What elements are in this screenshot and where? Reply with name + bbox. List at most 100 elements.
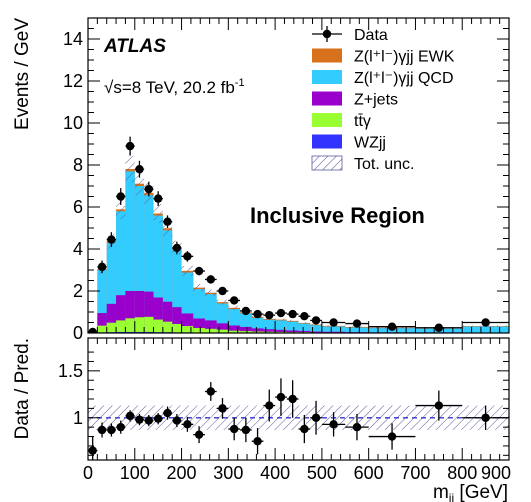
legend-swatch-3 [312,113,342,127]
data-point-7 [153,194,163,203]
bar-z-l-l-jj-qcd-22 [321,326,346,333]
legend-label-3: tt̄γ [354,113,371,130]
legend-entry-3: tt̄γ [312,113,371,130]
legend-swatch-4 [312,134,342,149]
bar-tt--11 [193,327,205,333]
bar-tt--1 [97,325,107,333]
bar-z-l-l-jj-qcd-19 [286,321,299,333]
ratio-point-4 [125,411,135,421]
bar-tt--17 [263,331,276,333]
main-ytick-label-0: 0 [73,323,83,343]
bar-z-jets-12 [204,320,217,333]
data-point-14 [229,296,239,305]
bar-z-jets-22 [321,331,346,333]
x-tick-label-0: 0 [83,463,93,483]
uncertainty-band-14 [228,305,241,310]
main-panel: 0 2 4 6 8 10 12 14 Events / GeV ATLAS √s=8 TeV,… [12,17,510,343]
bar-tt--2 [106,322,117,333]
legend-data-marker [322,29,332,39]
data-point-21 [311,316,321,325]
ratio-point-26 [481,413,490,422]
region-label: Inclusive Region [250,203,425,228]
ratio-point-6 [144,416,154,425]
uncertainty-band-12 [204,289,217,296]
x-tick-label-3: 300 [213,463,243,483]
bar-z-jets-9 [172,307,182,333]
ratio-point-8 [163,408,172,418]
data-point-23 [352,319,362,328]
bar-z-l-l-jj-qcd-15 [240,313,252,333]
uncertainty-band-5 [134,171,145,196]
bar-z-l-l-jj-qcd-16 [251,317,264,333]
bar-z-jets-14 [228,325,241,333]
data-point-12 [206,275,215,284]
bar-tt--15 [240,331,252,333]
ratio-point-16 [253,437,262,446]
ratio-point-17 [265,401,274,410]
bar-z-jets-17 [263,329,276,333]
bar-z-l-l-jj-qcd-18 [275,320,287,333]
x-tick-label-9: 900 [481,463,511,483]
legend-label-uncertainty: Tot. unc. [354,156,414,173]
uncertainty-band-18 [275,318,287,321]
bar-z-jets-5 [134,291,145,333]
data-point-26 [481,318,490,327]
bar-tt--4 [125,318,135,333]
bar-tt--3 [116,320,126,333]
bar-z-jets-3 [116,295,126,333]
main-ytick-label-3: 6 [73,197,83,217]
bar-tt--5 [134,317,145,333]
experiment-label: ATLAS [103,36,166,57]
ratio-ytick-label-0: 1 [73,408,83,428]
bar-z-jets-20 [298,330,311,333]
legend: Data Z(l⁺l⁻)γjj EWK Z(l⁺l⁻)γjj QCD Z+jets tt… [311,26,455,173]
bar-tt--9 [172,323,182,333]
ratio-point-11 [194,430,204,439]
data-point-10 [183,252,192,261]
ratio-point-23 [352,422,362,432]
data-point-3 [116,192,125,201]
data-point-24 [387,322,397,331]
bar-z-jets-15 [240,326,252,333]
main-ytick-label-4: 8 [73,155,83,175]
legend-label-4: WZjj [354,135,386,152]
x-tick-label-7: 700 [400,463,430,483]
data-point-0 [88,327,97,333]
legend-swatch-uncertainty [311,155,343,171]
bar-z-l-l-jj-qcd-2 [106,242,117,333]
main-ytick-label-6: 12 [63,71,83,91]
legend-swatch-0 [312,48,342,63]
ratio-point-18 [276,392,286,402]
main-ytick-label-7: 14 [63,29,83,49]
bar-z-l-l-jj-qcd-6 [144,195,154,333]
bar-z-jets-10 [181,313,194,333]
uncertainty-band-19 [286,319,299,322]
legend-entry-4: WZjj [312,134,386,152]
data-point-9 [172,243,182,253]
x-tick-label-2: 200 [167,463,197,483]
bar-z-l-l-jj-qcd-3 [116,211,126,333]
bar-z-l-l-jj-qcd-1 [97,270,107,333]
bar-z-l-l-jj-qcd-20 [298,323,311,333]
data-point-4 [125,141,135,151]
bar-z-jets-21 [310,331,322,333]
bar-tt--13 [216,329,229,333]
energy-label: √s=8 TeV, 20.2 fb-1 [104,77,245,97]
x-axis-title: mjj [GeV] [433,482,508,502]
bar-z-l-l-jj-qcd-14 [228,309,241,333]
bar-z-jets-8 [162,301,173,333]
data-point-6 [144,184,154,194]
data-point-13 [218,286,227,296]
ratio-point-22 [329,420,338,429]
bar-z-l-l-jj-qcd-5 [134,186,145,333]
legend-label-1: Z(l⁺l⁻)γjj QCD [354,70,454,87]
ratio-ylabel: Data / Pred. [12,338,33,439]
ratio-point-14 [229,424,239,434]
ratio-point-3 [116,422,125,432]
bar-z-jets-7 [153,297,163,333]
x-tick-label-6: 600 [354,463,384,483]
bar-z-l-l-jj-qcd-13 [216,303,229,333]
bar-z-l-l-jj-qcd-23 [345,327,369,333]
data-point-16 [253,309,262,319]
